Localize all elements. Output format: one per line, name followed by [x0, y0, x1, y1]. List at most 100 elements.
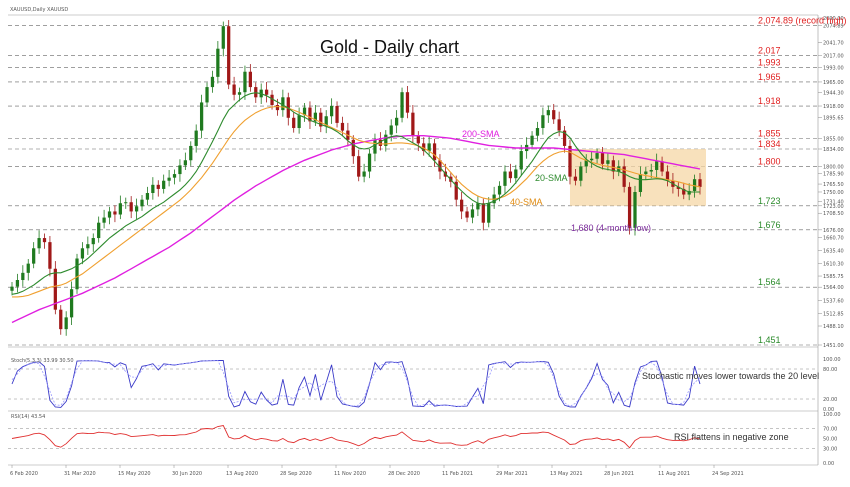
level-label-8: 1,723 — [758, 196, 781, 206]
candle — [194, 124, 198, 153]
level-labels: 2,074.89 (record high) 2,017 1,993 1,965 1,9… — [758, 16, 847, 345]
rsi-tick-label: 30.00 — [823, 446, 837, 452]
candle-body — [151, 184, 155, 194]
candle — [32, 242, 36, 269]
candle-body — [292, 117, 296, 129]
candle-body — [590, 158, 594, 161]
rsi-tick-label: 70.00 — [823, 427, 837, 433]
candle — [682, 182, 686, 200]
candle — [118, 195, 122, 220]
date-label: 13 Aug 2020 — [226, 471, 258, 477]
candle — [329, 98, 334, 124]
candle-body — [497, 185, 502, 195]
candle-body — [638, 174, 643, 192]
price-tick-label: 1708.50 — [823, 211, 844, 217]
candle-body — [281, 97, 285, 111]
candle — [573, 168, 578, 186]
sma20-line — [11, 92, 700, 295]
candle-body — [568, 145, 572, 177]
candle-body — [655, 161, 659, 170]
price-axis: 2090.00 2074.89 2041.70 2017.00 1993.00 1965.… — [818, 16, 844, 349]
date-label: 11 Aug 2021 — [658, 471, 690, 477]
candle — [145, 186, 150, 206]
candle — [26, 259, 30, 281]
candle — [124, 197, 128, 209]
candle-body — [357, 156, 361, 177]
candle-body — [10, 286, 14, 291]
candle-body — [107, 211, 112, 218]
candles — [10, 20, 702, 336]
candle — [698, 173, 702, 195]
candle-body — [395, 117, 399, 126]
candle — [405, 86, 410, 119]
price-tick-label: 1993.00 — [823, 66, 844, 72]
candle — [676, 182, 680, 197]
candle-body — [37, 238, 41, 249]
price-tick-label: 1834.00 — [823, 147, 844, 153]
candle-body — [514, 169, 518, 179]
candle — [508, 163, 513, 183]
candle — [248, 64, 252, 92]
range-box — [569, 149, 706, 206]
candle — [140, 195, 144, 211]
candle — [205, 82, 209, 108]
candle — [552, 103, 556, 124]
candle-body — [600, 153, 605, 164]
candle-body — [145, 193, 150, 200]
candle-body — [275, 104, 280, 111]
candle-body — [416, 135, 420, 144]
candle-body — [562, 130, 567, 146]
candle — [102, 209, 106, 229]
candle-body — [237, 92, 242, 95]
candle — [319, 108, 323, 133]
date-label: 11 Feb 2021 — [442, 471, 473, 477]
candle-body — [302, 107, 307, 116]
price-tick-label: 1765.50 — [823, 182, 844, 188]
candle-body — [324, 116, 328, 127]
level-label-0: 2,074.89 (record high) — [758, 16, 847, 26]
level-label-5: 1,855 — [758, 128, 781, 138]
candle-body — [227, 26, 231, 85]
date-label: 11 Nov 2020 — [334, 471, 366, 477]
candle-body — [665, 171, 670, 181]
candle-body — [140, 199, 144, 207]
price-tick-label: 2090.00 — [823, 16, 844, 22]
candle — [324, 110, 328, 134]
candle — [649, 163, 653, 179]
price-tick-label: 1610.30 — [823, 261, 844, 267]
candle-body — [86, 244, 90, 249]
candle — [335, 101, 339, 128]
candle-body — [698, 179, 702, 187]
candle-body — [595, 153, 599, 159]
candle-body — [584, 160, 588, 167]
candle-body — [270, 94, 274, 105]
stochastic-tick-label: 20.00 — [823, 397, 837, 403]
stochastic-tick-label: 80.00 — [823, 367, 837, 373]
candle-body — [530, 135, 534, 145]
candle — [546, 105, 550, 123]
candle — [156, 180, 160, 197]
four-month-low-label: 1,680 (4-month low) — [571, 223, 651, 233]
candle — [514, 164, 518, 184]
candle — [584, 154, 588, 174]
candle — [97, 216, 101, 243]
candle-body — [97, 222, 101, 239]
rsi-tick-label: 0.00 — [823, 461, 834, 467]
candle-body — [216, 48, 220, 77]
candle — [48, 236, 52, 277]
candle — [37, 230, 41, 254]
candle — [69, 281, 74, 326]
level-label-7: 1,800 — [758, 156, 781, 166]
candle — [454, 175, 458, 207]
candle-body — [573, 176, 578, 181]
date-label: 13 May 2021 — [550, 471, 583, 477]
price-tick-label: 1731.40 — [823, 200, 844, 206]
candle-body — [373, 139, 377, 154]
rsi-tick-label: 100.00 — [823, 412, 841, 418]
candle-body — [183, 160, 187, 166]
candle-body — [156, 184, 160, 189]
date-label: 28 Dec 2020 — [388, 471, 420, 477]
candle-body — [503, 171, 507, 186]
